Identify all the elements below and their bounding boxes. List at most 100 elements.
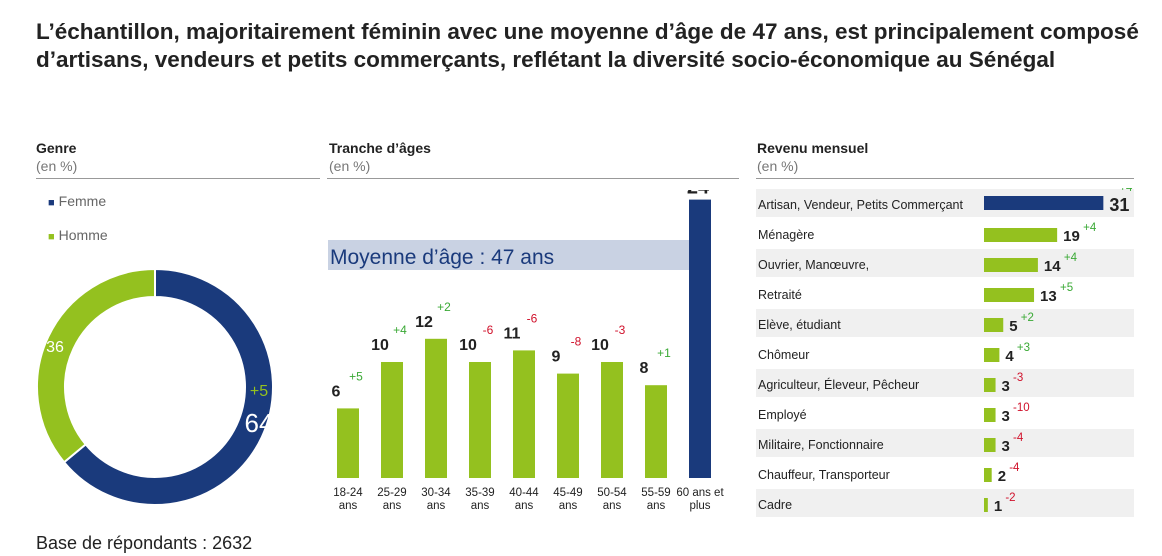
- age-average-band: [328, 240, 689, 270]
- income-label-9: Chauffeur, Transporteur: [758, 468, 890, 482]
- age-change-1: +4: [393, 323, 407, 337]
- legend-femme-marker: ■: [48, 197, 55, 209]
- age-bar-2: [425, 338, 447, 478]
- age-tick-1-line1: 25-29: [377, 487, 406, 499]
- income-change-3: +5: [1060, 282, 1073, 294]
- income-value-6: 3: [1002, 378, 1010, 395]
- income-bar-4: [984, 318, 1004, 332]
- age-average-label: Moyenne d’âge : 47 ans: [330, 246, 554, 269]
- age-tick-7-line1: 55-59: [641, 487, 670, 499]
- age-change-5: -8: [571, 335, 582, 349]
- genre-title: Genre: [36, 140, 77, 156]
- income-bar-8: [984, 438, 996, 452]
- income-value-5: 4: [1005, 348, 1014, 365]
- age-value-1: 10: [371, 337, 389, 354]
- income-change-0: +4: [1119, 188, 1133, 194]
- age-tick-3-line2: ans: [471, 500, 490, 512]
- income-value-9: 2: [998, 468, 1006, 485]
- age-value-2: 12: [415, 314, 433, 331]
- income-bar-2: [984, 258, 1038, 272]
- income-bar-1: [984, 228, 1058, 242]
- income-label-0: Artisan, Vendeur, Petits Commerçant: [758, 198, 963, 212]
- income-value-4: 5: [1009, 318, 1017, 335]
- age-value-4: 11: [504, 325, 521, 342]
- age-tick-1-line2: ans: [383, 500, 402, 512]
- income-change-9: -4: [1009, 462, 1020, 474]
- donut-value-homme: 36: [46, 339, 64, 356]
- income-row-bg-4: [756, 309, 1134, 337]
- income-label-6: Agriculteur, Éleveur, Pêcheur: [758, 377, 919, 392]
- age-change-4: -6: [527, 311, 538, 325]
- age-bar-7: [645, 385, 667, 478]
- income-bar-9: [984, 468, 992, 482]
- age-change-0: +5: [349, 369, 363, 383]
- age-bar-8: [689, 199, 711, 478]
- income-bar-10: [984, 498, 988, 512]
- age-tick-2-line2: ans: [427, 500, 446, 512]
- income-row-bg-10: [756, 489, 1134, 517]
- age-divider: [327, 178, 739, 179]
- income-bar-chart: Artisan, Vendeur, Petits Commerçant 31+4M…: [756, 188, 1134, 517]
- age-tick-0-line2: ans: [339, 500, 358, 512]
- age-tick-3-line1: 35-39: [465, 487, 494, 499]
- income-change-1: +4: [1083, 222, 1097, 234]
- donut-slice-homme: [36, 267, 156, 464]
- income-row-bg-2: [756, 249, 1134, 277]
- age-tick-8-line2: plus: [689, 500, 710, 512]
- income-change-2: +4: [1064, 252, 1078, 264]
- income-value-8: 3: [1002, 438, 1010, 455]
- genre-divider: [36, 178, 320, 179]
- age-bar-1: [381, 362, 403, 478]
- income-divider: [756, 178, 1134, 179]
- income-change-8: -4: [1013, 432, 1024, 444]
- income-bar-6: [984, 378, 996, 392]
- age-change-3: -6: [483, 323, 494, 337]
- age-value-7: 8: [640, 360, 649, 377]
- age-change-2: +2: [437, 300, 451, 314]
- income-value-3: 13: [1040, 288, 1057, 305]
- age-tick-6-line2: ans: [603, 500, 622, 512]
- age-bar-5: [557, 373, 579, 478]
- age-value-6: 10: [591, 337, 609, 354]
- legend-homme-marker: ■: [48, 231, 55, 243]
- income-label-2: Ouvrier, Manœuvre,: [758, 258, 869, 272]
- legend-femme-label: Femme: [58, 193, 107, 209]
- income-label-3: Retraité: [758, 288, 802, 302]
- age-change-7: +1: [657, 346, 671, 360]
- age-tick-7-line2: ans: [647, 500, 666, 512]
- income-bar-5: [984, 348, 1000, 362]
- age-bar-6: [601, 362, 623, 478]
- age-value-3: 10: [459, 337, 477, 354]
- age-change-6: -3: [615, 323, 626, 337]
- income-label-5: Chômeur: [758, 348, 809, 362]
- age-value-0: 6: [332, 383, 341, 400]
- age-subtitle: (en %): [329, 158, 371, 174]
- income-value-0: 31: [1109, 195, 1129, 215]
- legend-homme: ■ Homme: [48, 227, 108, 243]
- age-title: Tranche d’âges: [329, 140, 431, 156]
- age-tick-6-line1: 50-54: [597, 487, 627, 499]
- age-tick-2-line1: 30-34: [421, 487, 451, 499]
- income-bar-3: [984, 288, 1035, 302]
- income-title: Revenu mensuel: [757, 140, 869, 156]
- age-bar-3: [469, 362, 491, 478]
- income-value-10: 1: [994, 498, 1002, 515]
- age-tick-5-line1: 45-49: [553, 487, 582, 499]
- donut-value-femme: 64: [245, 408, 274, 438]
- income-bar-0: [984, 196, 1104, 210]
- donut-change-femme: +5: [250, 383, 268, 400]
- income-row-bg-6: [756, 369, 1134, 397]
- age-value-8: 24: [687, 190, 710, 199]
- legend-femme: ■ Femme: [48, 193, 106, 209]
- age-bar-4: [513, 350, 535, 478]
- page-title: L’échantillon, majoritairement féminin a…: [36, 19, 1139, 72]
- age-tick-5-line2: ans: [559, 500, 578, 512]
- income-change-5: +3: [1017, 342, 1030, 354]
- age-tick-0-line1: 18-24: [333, 487, 363, 499]
- income-change-7: -10: [1013, 402, 1030, 414]
- income-value-1: 19: [1063, 228, 1080, 245]
- income-label-7: Employé: [758, 408, 807, 422]
- income-row-bg-8: [756, 429, 1134, 457]
- income-change-6: -3: [1013, 372, 1023, 384]
- income-label-4: Elève, étudiant: [758, 318, 841, 332]
